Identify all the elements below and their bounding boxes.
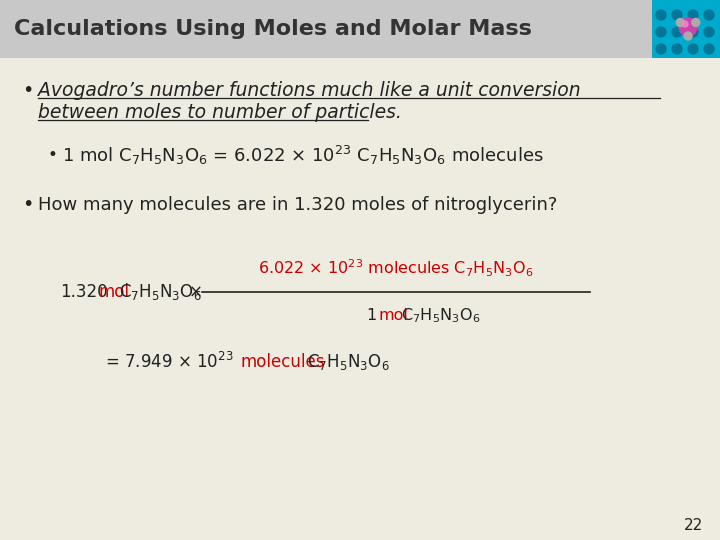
Bar: [652, 0, 720, 58]
Circle shape: [676, 18, 684, 26]
Text: Calculations Using Moles and Molar Mass: Calculations Using Moles and Molar Mass: [14, 19, 532, 39]
Circle shape: [684, 32, 692, 40]
Circle shape: [692, 18, 700, 26]
Circle shape: [672, 27, 682, 37]
Circle shape: [672, 44, 682, 54]
Text: •: •: [22, 80, 33, 99]
Text: C$_7$H$_5$N$_3$O$_6$: C$_7$H$_5$N$_3$O$_6$: [401, 307, 480, 325]
Text: C$_7$H$_5$N$_3$O$_6$: C$_7$H$_5$N$_3$O$_6$: [307, 352, 390, 372]
Text: = 7.949 $\times$ 10$^{23}$: = 7.949 $\times$ 10$^{23}$: [105, 352, 233, 372]
Circle shape: [704, 44, 714, 54]
Text: 1 mol C$_7$H$_5$N$_3$O$_6$ = 6.022 $\times$ 10$^{23}$ C$_7$H$_5$N$_3$O$_6$ molec: 1 mol C$_7$H$_5$N$_3$O$_6$ = 6.022 $\tim…: [62, 144, 544, 166]
Circle shape: [679, 18, 697, 36]
Text: mol: mol: [378, 308, 408, 323]
Text: •: •: [48, 146, 58, 164]
Circle shape: [682, 21, 688, 27]
Circle shape: [656, 27, 666, 37]
Text: $\times$: $\times$: [188, 283, 202, 301]
Circle shape: [688, 10, 698, 20]
Text: Avogadro’s number functions much like a unit conversion: Avogadro’s number functions much like a …: [38, 80, 580, 99]
Circle shape: [688, 27, 698, 37]
Circle shape: [688, 44, 698, 54]
Text: How many molecules are in 1.320 moles of nitroglycerin?: How many molecules are in 1.320 moles of…: [38, 196, 557, 214]
Text: mol: mol: [99, 283, 130, 301]
Circle shape: [704, 10, 714, 20]
Text: molecules: molecules: [240, 353, 325, 371]
Circle shape: [656, 44, 666, 54]
Text: 1.320: 1.320: [60, 283, 107, 301]
Text: •: •: [22, 195, 33, 214]
Text: 6.022 $\times$ 10$^{23}$ molecules C$_7$H$_5$N$_3$O$_6$: 6.022 $\times$ 10$^{23}$ molecules C$_7$…: [258, 257, 534, 279]
Text: 22: 22: [684, 518, 703, 534]
Text: C$_7$H$_5$N$_3$O$_6$: C$_7$H$_5$N$_3$O$_6$: [119, 282, 202, 302]
Text: 1: 1: [366, 308, 377, 323]
Circle shape: [656, 10, 666, 20]
Circle shape: [704, 27, 714, 37]
Text: between moles to number of particles.: between moles to number of particles.: [38, 103, 402, 122]
Bar: [0, 0, 720, 58]
Circle shape: [672, 10, 682, 20]
